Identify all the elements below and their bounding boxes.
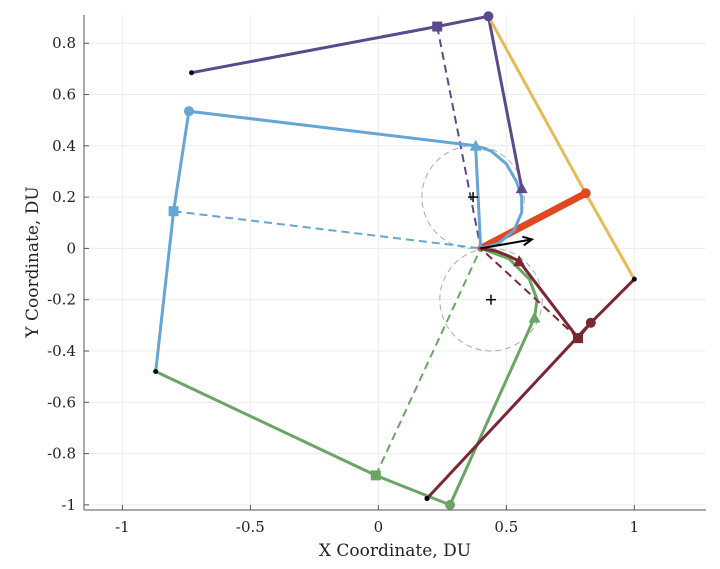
axes	[83, 15, 706, 511]
y-axis-label: Y Coordinate, DU	[23, 186, 43, 338]
solid-path	[190, 14, 524, 190]
y-tick-label: -0.2	[47, 291, 76, 309]
vertex-dot	[631, 276, 637, 282]
y-tick: 0	[66, 239, 89, 257]
dashed-path	[436, 26, 482, 249]
solid-path	[477, 189, 590, 252]
circle-marker	[585, 317, 596, 328]
x-tick-label: -1	[115, 518, 130, 536]
x-tick-label: -0.5	[236, 518, 265, 536]
square-marker	[432, 21, 443, 32]
reference-circle	[439, 247, 543, 352]
dashed-path	[480, 247, 579, 339]
series-layer	[153, 11, 637, 510]
solid-path	[154, 246, 539, 507]
arrow-head	[522, 235, 535, 247]
dashed-path	[374, 247, 482, 476]
x-tick-label: 1	[630, 518, 640, 536]
x-tick: -0.5	[236, 505, 265, 536]
triangle-marker	[469, 139, 482, 151]
x-tick: -1	[115, 505, 130, 536]
grid	[84, 15, 706, 510]
circle-marker	[580, 188, 591, 199]
triangle-marker	[528, 311, 541, 323]
solid-path	[154, 109, 524, 373]
y-tick: 0.6	[52, 86, 89, 104]
x-axis-label: X Coordinate, DU	[319, 541, 471, 561]
velocity-arrow	[480, 235, 535, 250]
y-tick-label: -0.6	[47, 393, 76, 411]
center-cross	[468, 192, 479, 203]
y-tick: -1	[61, 496, 89, 514]
circle-marker	[183, 106, 194, 117]
y-tick: 0.4	[52, 137, 89, 155]
x-tick: 0	[374, 505, 384, 536]
center-cross	[485, 294, 496, 305]
x-tick-label: 0	[374, 518, 384, 536]
y-tick-label: 0.4	[52, 137, 76, 155]
x-ticks: -1 -0.5 0 0.5 1	[115, 505, 639, 536]
x-tick: 1	[630, 505, 640, 536]
square-marker	[168, 206, 179, 217]
solid-path	[486, 14, 636, 281]
triangle-marker	[513, 255, 526, 267]
y-tick-label: 0.8	[52, 34, 76, 52]
y-tick-label: -1	[61, 496, 76, 514]
y-tick-label: 0.6	[52, 86, 76, 104]
vertex-dot	[189, 70, 195, 76]
vertex-dot	[153, 369, 159, 375]
square-marker	[573, 333, 584, 344]
y-tick: -0.8	[47, 445, 89, 463]
vertex-dot	[424, 495, 430, 501]
triangle-marker	[515, 182, 528, 194]
circle-marker	[445, 499, 456, 510]
x-tick-label: 0.5	[494, 518, 518, 536]
y-tick-label: 0.2	[52, 188, 76, 206]
y-tick-label: -0.8	[47, 445, 76, 463]
y-tick-label: -0.4	[47, 342, 76, 360]
x-tick: 0.5	[494, 505, 518, 536]
y-tick: 0.2	[52, 188, 89, 206]
square-marker	[370, 470, 381, 481]
y-tick: 0.8	[52, 34, 89, 52]
arrow-shaft	[480, 238, 533, 250]
y-tick: -0.4	[47, 342, 89, 360]
y-tick: -0.6	[47, 393, 89, 411]
y-tick: -0.2	[47, 291, 89, 309]
dashed-path	[173, 210, 481, 250]
y-tick-label: 0	[66, 239, 76, 257]
circle-marker	[483, 11, 494, 22]
y-ticks: -1 -0.8 -0.6 -0.4 -0.2 0 0.2 0.4 0.6 0.8	[47, 34, 89, 514]
